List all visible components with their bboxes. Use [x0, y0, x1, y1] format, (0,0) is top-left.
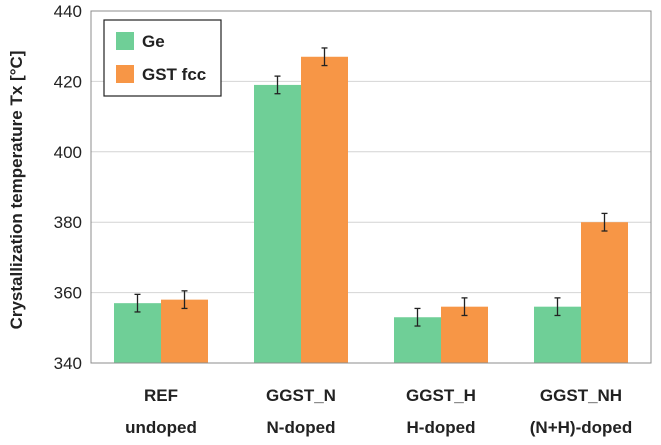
- plot-frame: [90, 10, 652, 364]
- bar-gst-fcc: [301, 56, 348, 363]
- x-category-label: GGST_H: [406, 386, 476, 405]
- x-axis-categories: REF undoped GGST_N N-doped GGST_H H-doped GGST…: [125, 386, 632, 437]
- bars: [114, 56, 628, 364]
- legend-label: GST fcc: [142, 65, 206, 84]
- error-bar: [554, 297, 561, 317]
- y-tick-label: 420: [54, 72, 82, 91]
- bar-gst-fcc: [581, 222, 628, 363]
- error-bar: [181, 290, 188, 310]
- y-axis-label: Crystallization temperature Tx [°C]: [7, 51, 26, 330]
- error-bar: [601, 212, 608, 232]
- legend-swatch: [116, 65, 134, 83]
- x-category-sublabel: N-doped: [267, 418, 336, 437]
- error-bar: [461, 297, 468, 317]
- x-category-sublabel: undoped: [125, 418, 197, 437]
- x-category-sublabel: (N+H)-doped: [530, 418, 632, 437]
- error-bar: [414, 307, 421, 327]
- error-bars: [134, 47, 608, 327]
- x-category-sublabel: H-doped: [407, 418, 476, 437]
- x-category-label: REF: [144, 386, 178, 405]
- legend-swatch: [116, 32, 134, 50]
- legend-label: Ge: [142, 32, 165, 51]
- y-tick-label: 400: [54, 143, 82, 162]
- legend: Ge GST fcc: [103, 19, 222, 97]
- y-tick-label: 360: [54, 284, 82, 303]
- y-tick-label: 380: [54, 213, 82, 232]
- bar-ge: [254, 84, 301, 364]
- error-bar: [321, 47, 328, 67]
- error-bar: [134, 293, 141, 313]
- bar-ge: [114, 303, 161, 363]
- bar-gst-fcc: [161, 299, 208, 363]
- x-category-label: GGST_N: [266, 386, 336, 405]
- y-axis-ticks: 340 360 380 400 420 440: [54, 2, 82, 373]
- error-bar: [274, 75, 281, 95]
- x-category-label: GGST_NH: [540, 386, 622, 405]
- y-tick-label: 440: [54, 2, 82, 21]
- y-tick-label: 340: [54, 354, 82, 373]
